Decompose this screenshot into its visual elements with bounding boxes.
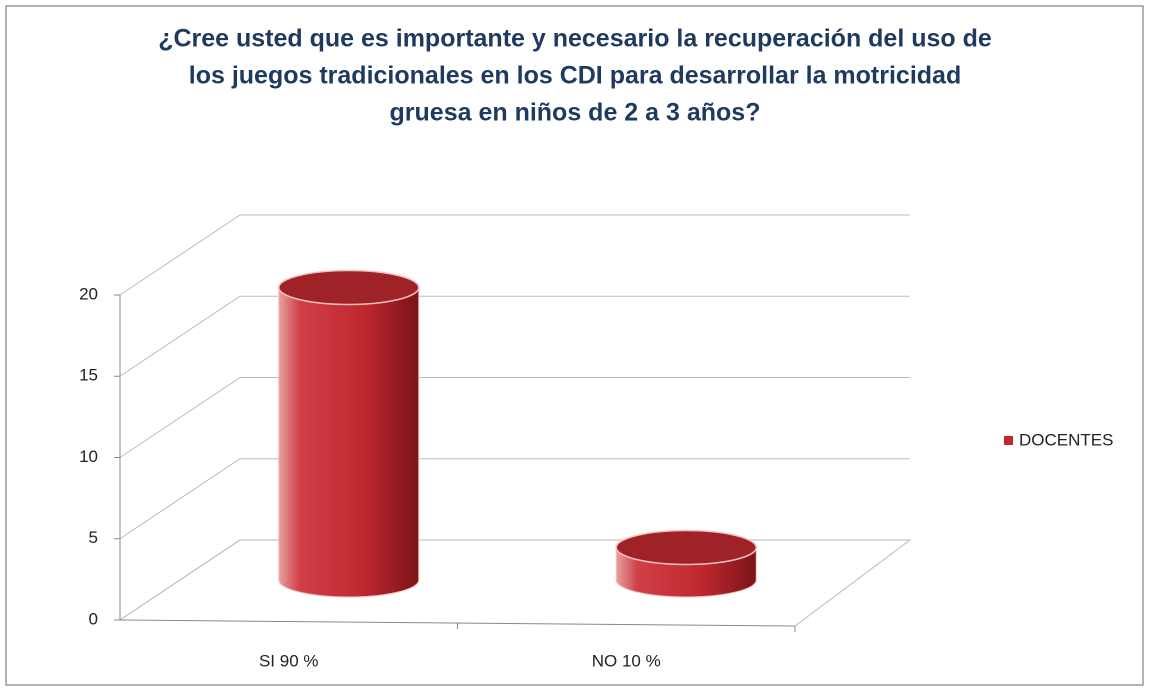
bar-top [615,529,757,566]
grid-line [119,458,910,540]
legend-label: DOCENTES [1019,430,1113,449]
bar [615,529,757,598]
chart-title: ¿Cree usted que es importante y necesari… [158,25,992,53]
y-tick-label: 5 [89,528,98,547]
chart-title: gruesa en niños de 2 a 3 años? [390,99,761,127]
bar-body [278,287,420,598]
y-tick-label: 20 [79,284,98,303]
x-tick-label: NO 10 % [592,651,661,670]
legend-swatch [1004,436,1013,445]
grid-line [119,377,910,458]
x-tick-label: SI 90 % [259,651,319,670]
grid-line [119,295,910,377]
frame [5,5,1144,686]
bar [278,269,420,598]
y-tick-label: 15 [79,366,98,385]
chart-title: los juegos tradicionales en los CDI para… [189,62,961,90]
y-tick-label: 10 [79,447,98,466]
y-tick-label: 0 [89,609,98,628]
grid-line [119,214,910,296]
bar-top [278,269,420,306]
